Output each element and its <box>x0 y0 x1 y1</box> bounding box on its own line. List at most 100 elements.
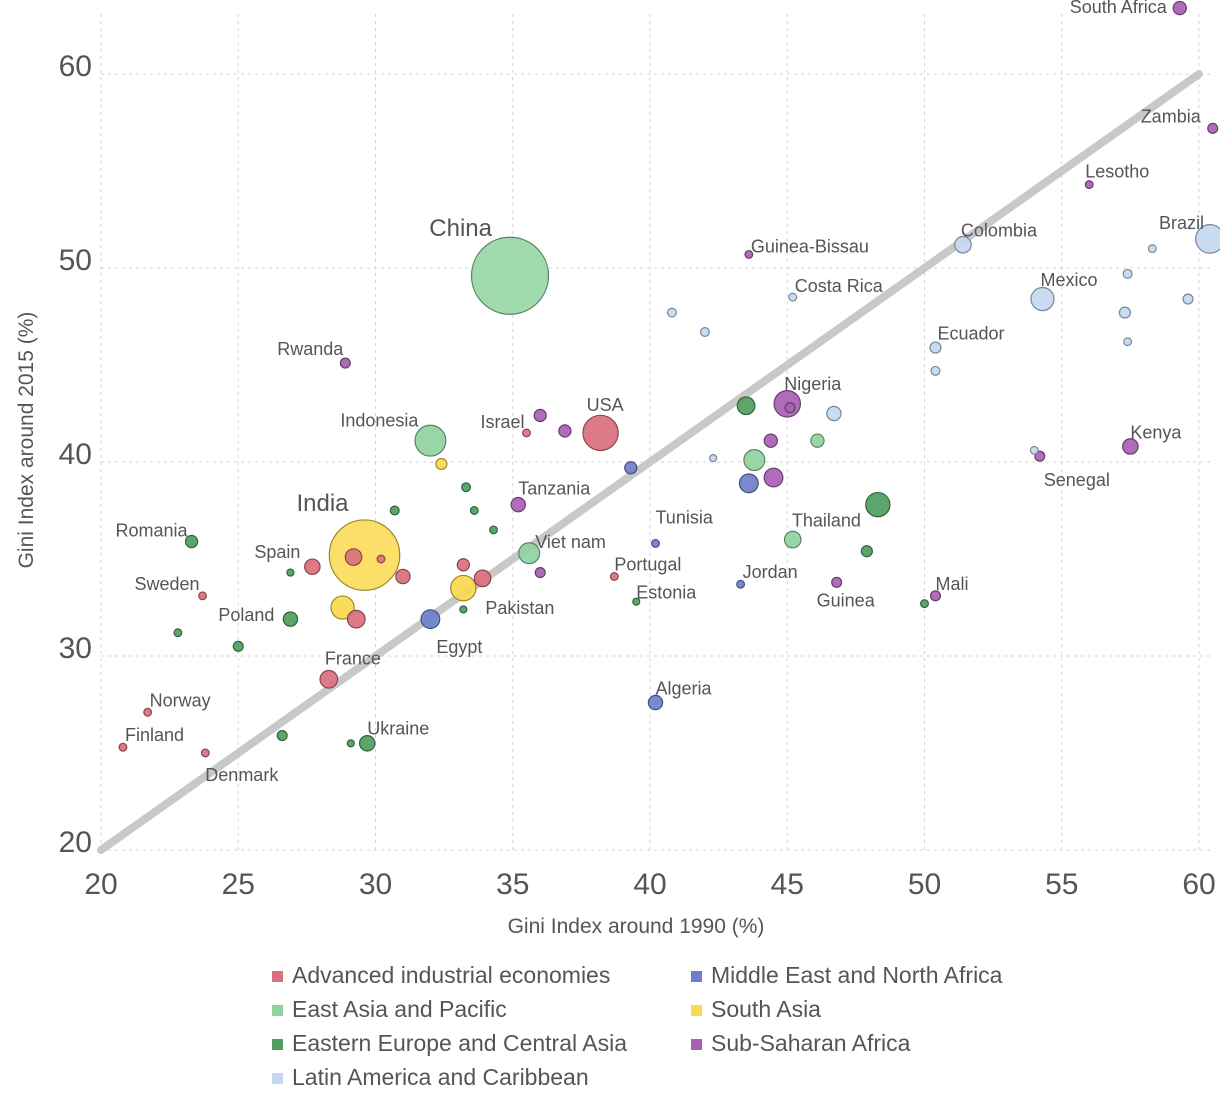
bubble-poland <box>282 611 299 627</box>
bubble-france <box>319 669 339 689</box>
tick-labels: 20 25 30 35 40 45 50 55 60 20 30 40 50 60 <box>59 50 1216 901</box>
bubble-norway <box>143 707 153 717</box>
legend-swatch <box>272 1073 283 1084</box>
bubble-point <box>376 554 386 564</box>
y-tick-label: 40 <box>59 438 92 471</box>
label-india: India <box>296 490 349 517</box>
y-tick-label: 50 <box>59 244 92 277</box>
label-denmark: Denmark <box>205 765 279 785</box>
bubble-point <box>461 482 472 493</box>
bubble-point <box>344 548 363 566</box>
x-tick-label: 40 <box>633 868 666 901</box>
bubble-portugal <box>609 572 619 581</box>
label-algeria: Algeria <box>655 679 712 699</box>
equality-reference-line <box>97 70 1203 854</box>
x-tick-label: 35 <box>496 868 529 901</box>
bubble-brazil <box>1195 224 1220 254</box>
bubble-point <box>736 396 756 416</box>
bubble-finland <box>118 742 128 752</box>
legend-label: South Asia <box>711 996 821 1022</box>
legend-item-lac: Latin America and Caribbean <box>272 1064 589 1090</box>
bubble-point <box>1029 445 1039 455</box>
bubble-zambia <box>1207 122 1219 134</box>
label-spain: Spain <box>254 542 300 562</box>
legend-item-eap: East Asia and Pacific <box>272 996 507 1022</box>
bubble-mexico <box>1030 286 1055 312</box>
bubble-viet-nam <box>518 542 541 565</box>
label-norway: Norway <box>150 690 211 710</box>
label-usa: USA <box>587 395 624 415</box>
bubble-point <box>920 599 929 609</box>
bubble-guinea <box>831 576 843 588</box>
bubble-denmark <box>200 748 210 758</box>
bubble-point <box>473 569 492 588</box>
legend: Advanced industrial economies East Asia a… <box>272 962 1003 1090</box>
data-points <box>118 0 1220 758</box>
bubble-israel <box>522 428 531 438</box>
bubble-point <box>709 454 718 463</box>
label-ukraine: Ukraine <box>367 718 429 738</box>
legend-label: Sub-Saharan Africa <box>711 1030 911 1056</box>
bubble-sweden <box>198 591 208 601</box>
bubble-costa-rica <box>788 292 798 302</box>
bubble-ecuador <box>929 341 942 354</box>
label-mali: Mali <box>935 574 968 594</box>
bubble-point <box>1147 244 1157 254</box>
bubble-usa <box>582 414 619 452</box>
bubble-point <box>763 433 778 448</box>
x-tick-label: 20 <box>84 868 117 901</box>
bubble-point <box>699 327 710 338</box>
x-tick-label: 55 <box>1045 868 1078 901</box>
bubble-thailand <box>865 491 891 518</box>
bubble-point <box>1118 306 1131 319</box>
bubble-guinea-bissau <box>744 249 754 259</box>
label-france: France <box>325 648 381 668</box>
label-mexico: Mexico <box>1041 270 1098 290</box>
bubble-point <box>232 640 244 652</box>
label-israel: Israel <box>480 412 524 432</box>
legend-item-mena: Middle East and North Africa <box>691 962 1003 988</box>
label-guinea: Guinea <box>817 590 876 610</box>
bubble-point <box>743 449 766 472</box>
legend-swatch <box>691 1039 702 1050</box>
legend-swatch <box>691 1005 702 1016</box>
bubble-point <box>469 506 479 515</box>
bubble-lesotho <box>1084 180 1094 190</box>
bubble-point <box>459 605 468 614</box>
bubble-point <box>810 433 825 448</box>
label-costa-rica: Costa Rica <box>795 276 884 296</box>
bubble-point <box>784 402 796 414</box>
y-tick-label: 20 <box>59 826 92 859</box>
x-tick-label: 60 <box>1182 868 1215 901</box>
bubble-point <box>276 729 288 742</box>
bubble-point <box>1123 337 1133 347</box>
bubble-rwanda <box>339 357 351 369</box>
bubble-point <box>860 545 873 558</box>
label-lesotho: Lesotho <box>1085 162 1149 182</box>
label-south-africa: South Africa <box>1070 0 1168 17</box>
legend-label: Eastern Europe and Central Asia <box>292 1030 627 1056</box>
label-pakistan: Pakistan <box>485 598 554 618</box>
label-colombia: Colombia <box>961 221 1038 241</box>
legend-item-eeca: Eastern Europe and Central Asia <box>272 1030 627 1056</box>
bubble-point <box>1182 293 1194 305</box>
bubble-point <box>330 595 355 620</box>
legend-swatch <box>691 971 702 982</box>
y-tick-label: 60 <box>59 50 92 83</box>
label-ecuador: Ecuador <box>937 324 1004 344</box>
bubble-china <box>470 236 550 315</box>
label-guinea-bissau: Guinea-Bissau <box>751 236 869 256</box>
label-romania: Romania <box>116 521 189 541</box>
label-tunisia: Tunisia <box>655 507 713 527</box>
bubble-point <box>286 568 295 577</box>
legend-item-adv: Advanced industrial economies <box>272 962 610 988</box>
bubble-romania <box>184 534 199 549</box>
bubble-ukraine <box>358 734 376 752</box>
legend-swatch <box>272 971 283 982</box>
label-tanzania: Tanzania <box>518 479 591 499</box>
legend-swatch <box>272 1039 283 1050</box>
point-labels: South Africa Zambia Lesotho Brazil Colombia M… <box>116 0 1204 785</box>
label-thailand: Thailand <box>792 511 861 531</box>
x-tick-label: 25 <box>222 868 255 901</box>
